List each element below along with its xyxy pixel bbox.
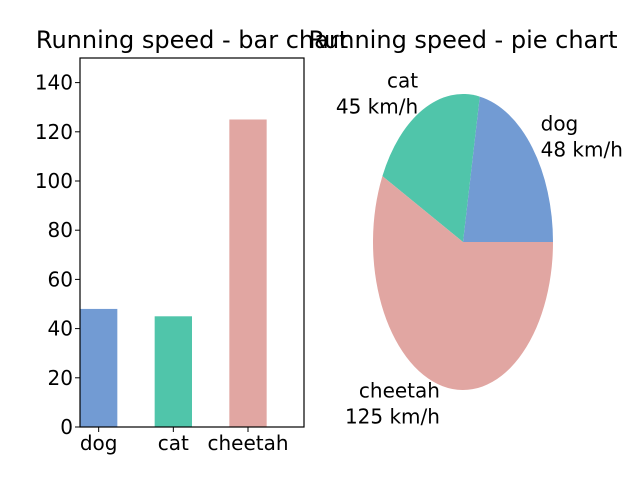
bar-cat <box>154 316 192 427</box>
bar-x-axis-ticks: dog cat cheetah <box>80 427 289 455</box>
y-tick-label: 140 <box>35 71 73 95</box>
y-tick-label: 80 <box>48 218 73 242</box>
y-tick-label: 120 <box>35 120 73 144</box>
pie-slice-cheetah <box>373 176 553 390</box>
pie-chart: dog 48 km/h cat 45 km/h cheetah 125 km/h <box>336 69 623 429</box>
x-tick-label: cheetah <box>207 431 288 455</box>
y-tick-label: 100 <box>35 169 73 193</box>
y-tick-label: 0 <box>60 415 73 439</box>
bar-y-axis-ticks: 0 20 40 60 80 100 120 140 <box>35 71 80 439</box>
pie-slices <box>373 94 553 390</box>
pie-slice-labels: dog 48 km/h cat 45 km/h cheetah 125 km/h <box>336 69 623 429</box>
bar-chart: 0 20 40 60 80 100 120 140 dog cat cheetah <box>35 57 305 455</box>
pie-slice-dog <box>463 96 553 242</box>
bar-chart-title: Running speed - bar chart <box>36 26 348 54</box>
pie-label-cheetah: cheetah 125 km/h <box>345 378 440 428</box>
pie-label-cat: cat 45 km/h <box>336 69 418 119</box>
x-tick-label: dog <box>80 431 118 455</box>
y-tick-label: 40 <box>48 317 73 341</box>
bar-marks <box>80 119 267 427</box>
y-tick-label: 20 <box>48 366 73 390</box>
x-tick-label: cat <box>158 431 189 455</box>
pie-label-dog: dog 48 km/h <box>541 111 623 161</box>
pie-slice-cat <box>382 94 480 242</box>
y-tick-label: 60 <box>48 267 73 291</box>
bar-axes-frame <box>79 57 305 428</box>
pie-chart-title: Running speed - pie chart <box>308 26 617 54</box>
bar-dog <box>80 308 118 427</box>
bar-cheetah <box>229 119 267 427</box>
